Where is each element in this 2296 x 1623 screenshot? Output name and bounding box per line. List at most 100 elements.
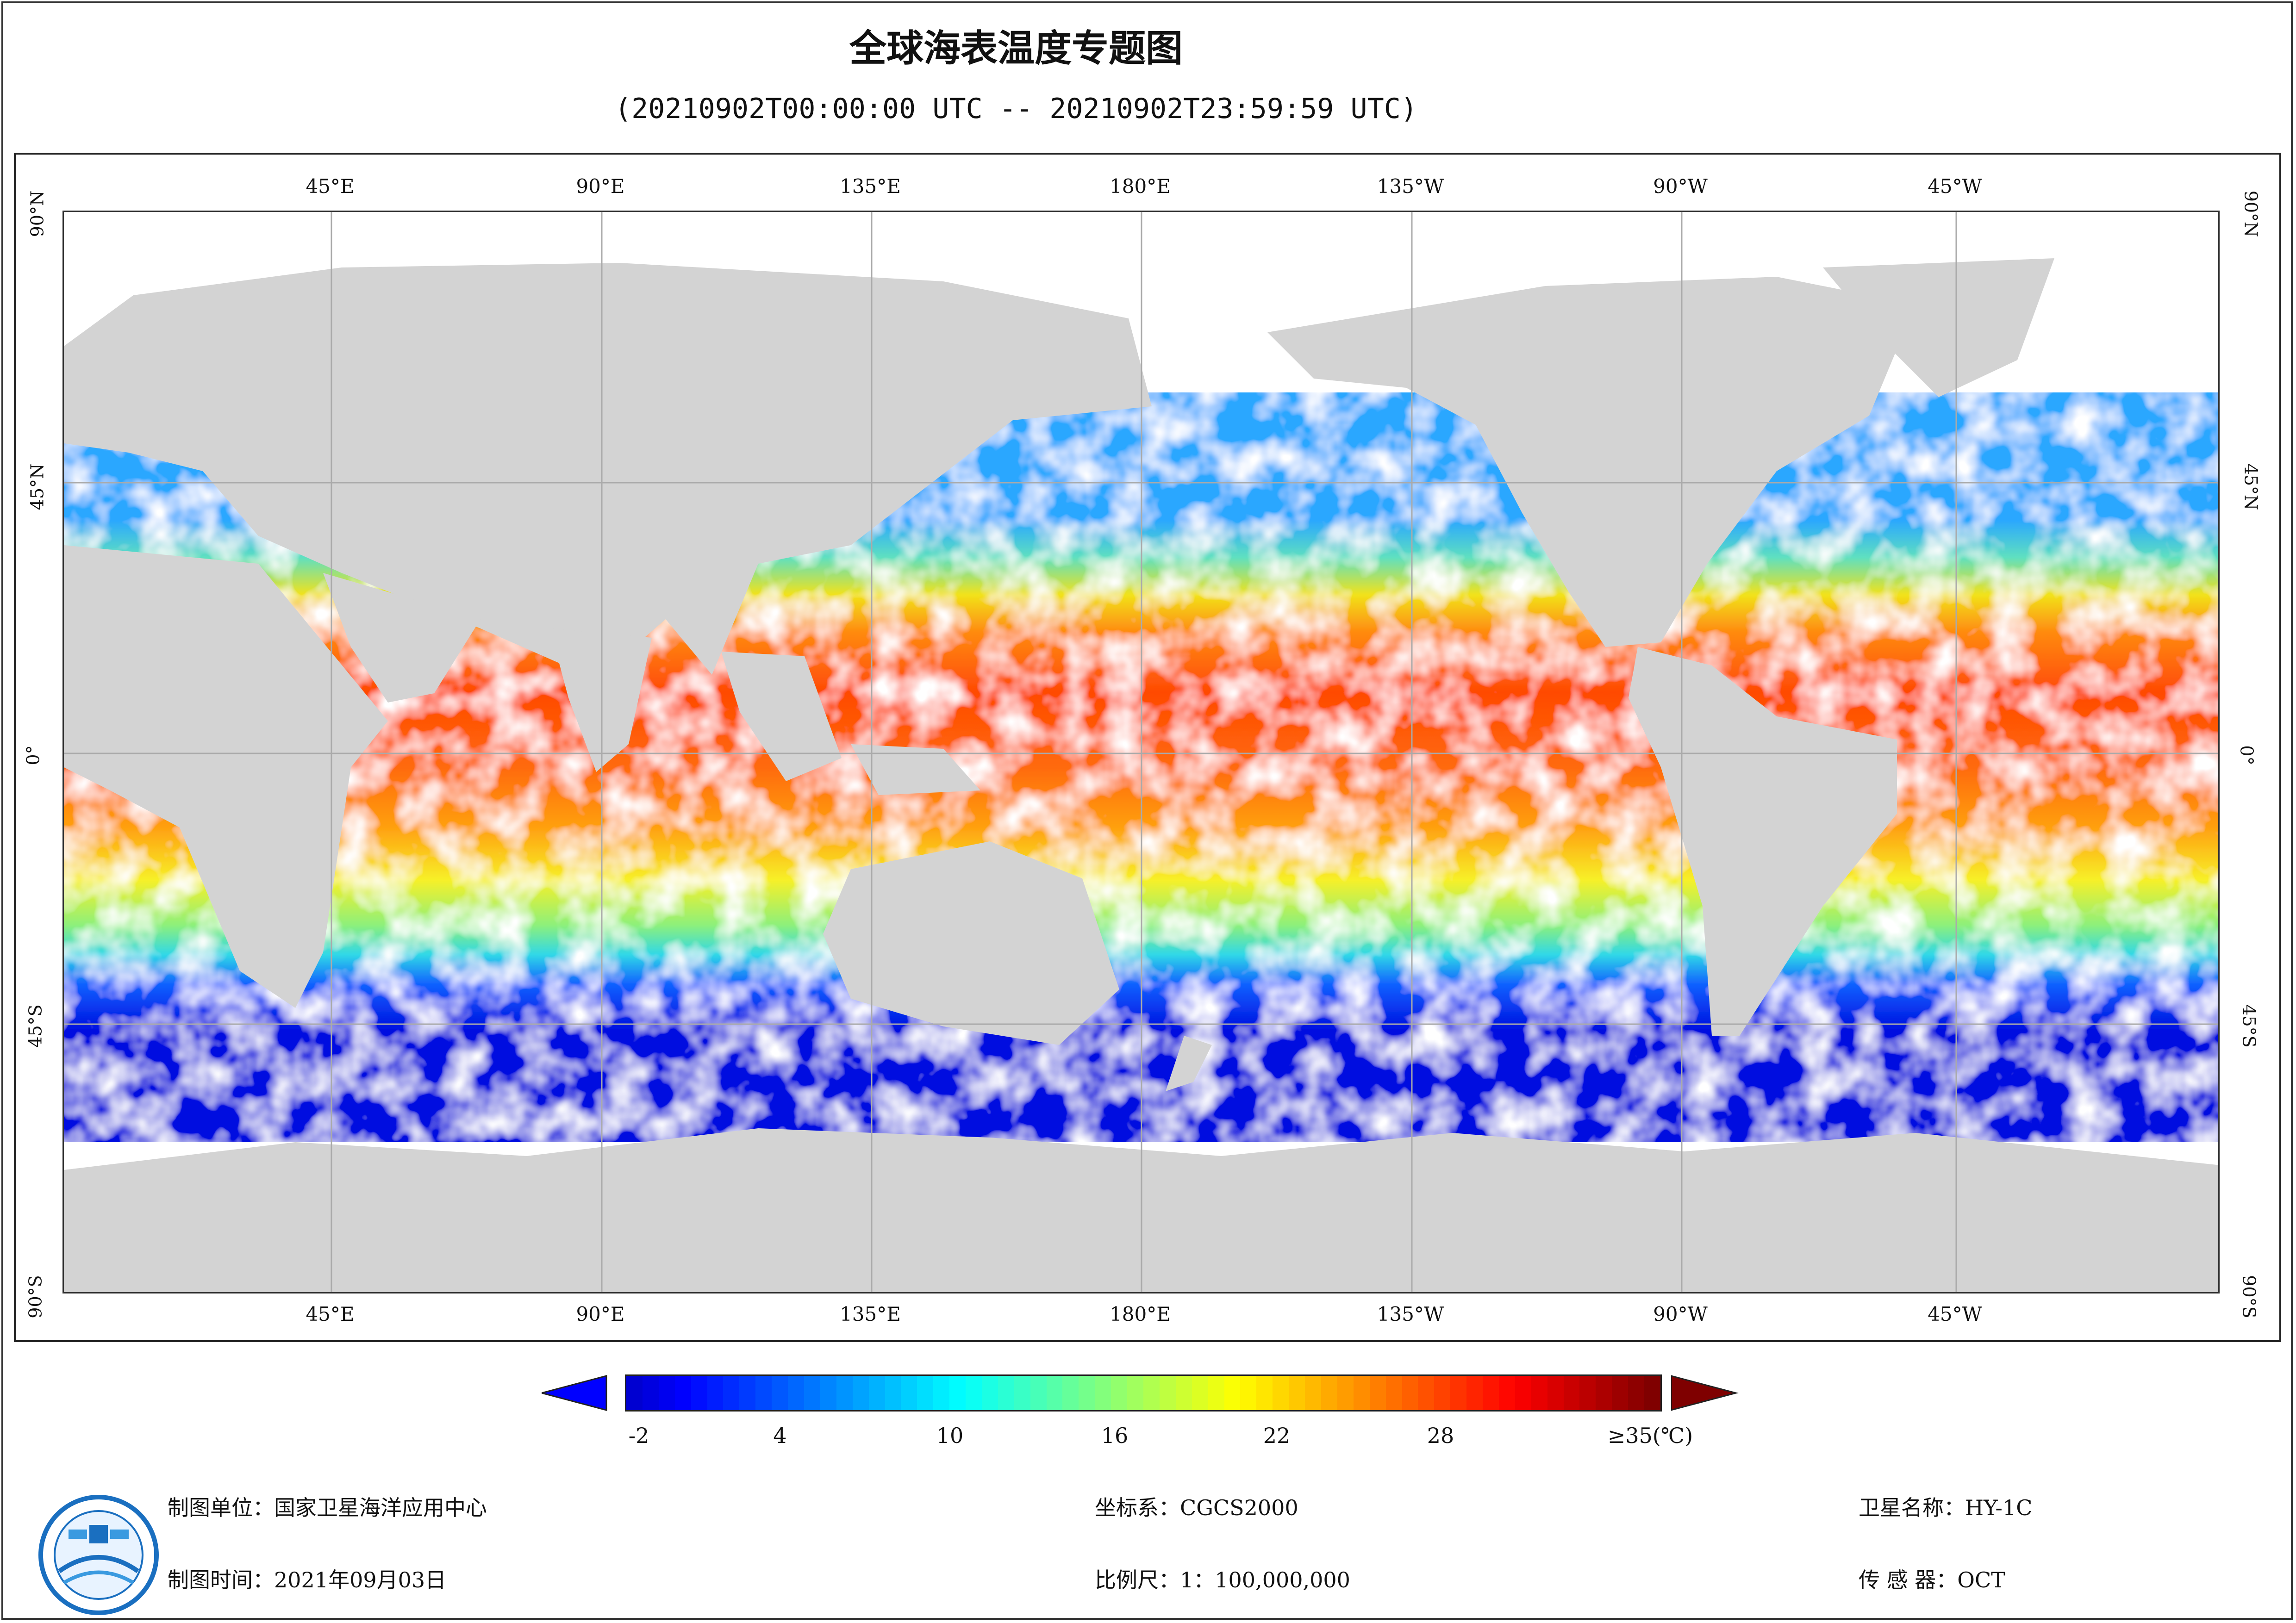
lat-label-right-0: 0°	[2236, 745, 2257, 765]
colorbar-segment	[1596, 1376, 1612, 1410]
graticule	[64, 212, 2218, 1292]
colorbar-gradient	[625, 1374, 1662, 1412]
colorbar-segment	[868, 1376, 885, 1410]
colorbar-tick-0: -2	[628, 1423, 649, 1448]
colorbar-segment	[1563, 1376, 1580, 1410]
colorbar-segment	[966, 1376, 982, 1410]
colorbar-tick-4: 22	[1263, 1423, 1291, 1448]
colorbar-segment	[1547, 1376, 1564, 1410]
colorbar-tick-6: ≥35(℃)	[1607, 1423, 1693, 1448]
colorbar-segment	[1273, 1376, 1289, 1410]
colorbar-segment	[1353, 1376, 1370, 1410]
colorbar-segment	[1014, 1376, 1030, 1410]
footer-crs: 坐标系：CGCS2000	[1095, 1495, 1298, 1520]
colorbar-tick-2: 10	[936, 1423, 964, 1448]
footer-satellite: 卫星名称：HY-1C	[1859, 1495, 2033, 1520]
colorbar-segment	[772, 1376, 788, 1410]
colorbar-segment	[1143, 1376, 1160, 1410]
colorbar-segment	[1030, 1376, 1047, 1410]
colorbar-segment	[1483, 1376, 1499, 1410]
colorbar	[542, 1374, 1745, 1416]
colorbar-segment	[1644, 1376, 1660, 1410]
colorbar-segment	[1450, 1376, 1467, 1410]
colorbar-segment	[1175, 1376, 1192, 1410]
map-frame	[14, 153, 2281, 1342]
lon-label-top-135w: 135°W	[1377, 175, 1444, 198]
map-subtitle: (20210902T00:00:00 UTC -- 20210902T23:59…	[615, 93, 1417, 125]
colorbar-segment	[1289, 1376, 1305, 1410]
colorbar-segment	[1498, 1376, 1515, 1410]
lat-label-left-90n: 90°N	[27, 190, 48, 237]
colorbar-segment	[1369, 1376, 1386, 1410]
colorbar-segment	[707, 1376, 724, 1410]
colorbar-segment	[788, 1376, 804, 1410]
lon-label-bottom-135e: 135°E	[840, 1303, 901, 1325]
lon-label-top-90e: 90°E	[576, 175, 625, 198]
colorbar-segment	[691, 1376, 707, 1410]
colorbar-segment	[1192, 1376, 1208, 1410]
colorbar-segment	[1321, 1376, 1337, 1410]
lon-label-bottom-180e: 180°E	[1110, 1303, 1171, 1325]
colorbar-segment	[1628, 1376, 1645, 1410]
colorbar-segment	[1305, 1376, 1321, 1410]
lat-label-right-90n: 90°N	[2240, 190, 2261, 237]
nsoas-logo	[38, 1495, 159, 1615]
colorbar-segment	[723, 1376, 740, 1410]
colorbar-segment	[658, 1376, 675, 1410]
footer-time: 制图时间：2021年09月03日	[168, 1567, 447, 1592]
colorbar-segment	[1256, 1376, 1273, 1410]
lat-label-left-45s: 45°S	[25, 1004, 46, 1048]
colorbar-segment	[755, 1376, 772, 1410]
colorbar-segment	[1515, 1376, 1531, 1410]
colorbar-segment	[981, 1376, 998, 1410]
lat-label-right-45s: 45°S	[2239, 1004, 2259, 1048]
colorbar-segment	[642, 1376, 659, 1410]
sst-map	[62, 211, 2220, 1293]
lon-label-top-180e: 180°E	[1110, 175, 1171, 198]
colorbar-segment	[1127, 1376, 1143, 1410]
colorbar-segment	[933, 1376, 950, 1410]
colorbar-segment	[1062, 1376, 1079, 1410]
colorbar-segment	[917, 1376, 934, 1410]
colorbar-segment	[674, 1376, 691, 1410]
sst-map-canvas	[64, 212, 2218, 1292]
lat-label-left-0: 0°	[23, 745, 44, 765]
land-masses	[64, 258, 2218, 1292]
colorbar-segment	[1434, 1376, 1451, 1410]
lon-label-bottom-45e: 45°E	[306, 1303, 355, 1325]
colorbar-segment	[901, 1376, 917, 1410]
colorbar-segment	[1208, 1376, 1224, 1410]
colorbar-segment	[998, 1376, 1014, 1410]
map-title: 全球海表温度专题图	[849, 27, 1183, 70]
footer-scale: 比例尺：1：100,000,000	[1095, 1567, 1350, 1592]
footer-unit: 制图单位：国家卫星海洋应用中心	[168, 1495, 487, 1520]
lat-label-right-45n: 45°N	[2240, 463, 2261, 510]
colorbar-segment	[1159, 1376, 1176, 1410]
colorbar-segment	[1402, 1376, 1418, 1410]
colorbar-segment	[1385, 1376, 1402, 1410]
lon-label-top-135e: 135°E	[840, 175, 901, 198]
colorbar-over-arrow	[1671, 1375, 1739, 1411]
colorbar-tick-1: 4	[773, 1423, 787, 1448]
colorbar-segment	[1337, 1376, 1354, 1410]
colorbar-segment	[949, 1376, 966, 1410]
colorbar-segment	[1612, 1376, 1628, 1410]
colorbar-segment	[626, 1376, 643, 1410]
colorbar-segment	[1224, 1376, 1241, 1410]
colorbar-segment	[804, 1376, 820, 1410]
lon-label-bottom-135w: 135°W	[1377, 1303, 1444, 1325]
colorbar-segment	[1466, 1376, 1483, 1410]
colorbar-tick-5: 28	[1427, 1423, 1454, 1448]
colorbar-segment	[820, 1376, 836, 1410]
lon-label-top-45e: 45°E	[306, 175, 355, 198]
colorbar-segment	[739, 1376, 756, 1410]
lon-label-top-90w: 90°W	[1653, 175, 1708, 198]
colorbar-segment	[1095, 1376, 1111, 1410]
colorbar-segment	[836, 1376, 853, 1410]
colorbar-tick-3: 16	[1101, 1423, 1129, 1448]
colorbar-segment	[1531, 1376, 1547, 1410]
colorbar-segment	[852, 1376, 869, 1410]
lat-label-left-45n: 45°N	[27, 463, 48, 510]
footer-sensor: 传 感 器：OCT	[1859, 1567, 2005, 1592]
